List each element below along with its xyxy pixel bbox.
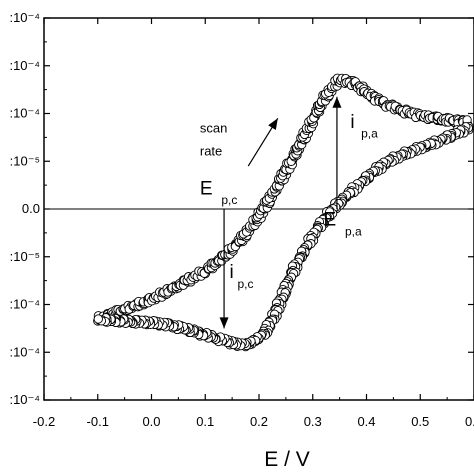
y-tick-label: :10⁻⁴ (9, 344, 40, 359)
annotation-epc_E: E (200, 179, 213, 200)
annotation-epa_E: E (324, 210, 337, 231)
annotation-epa_sub: p,a (345, 224, 362, 238)
annotations: scan rate i p,a Ep,c Ep,a i p,c (200, 112, 378, 291)
y-tick-label: :10⁻⁴ (9, 297, 40, 312)
x-axis-label: E / V (264, 448, 310, 471)
x-tick-label: -0.2 (33, 414, 55, 429)
x-tick-label: 0.6 (465, 414, 474, 429)
annotation-ipc_i: i (229, 262, 233, 283)
y-tick-label: :10⁻⁴ (9, 58, 40, 73)
annotation-scan: scan (200, 121, 227, 136)
y-tick-labels: :10⁻⁴ :10⁻⁴ :10⁻⁴ :10⁻⁵ 0.0 :10⁻⁵ :10⁻⁴ :10⁻⁴ :1… (9, 10, 40, 407)
x-tick-label: -0.1 (87, 414, 109, 429)
annotation-ipa_i: i (350, 112, 354, 133)
y-tick-label: :10⁻⁴ (9, 106, 40, 121)
arrow-scan (247, 117, 279, 167)
x-tick-label: 0.1 (196, 414, 214, 429)
annotation-ipa_sub: p,a (361, 126, 378, 140)
data-points (93, 73, 474, 352)
annotation-arrows (219, 96, 342, 329)
y-tick-label: :10⁻⁵ (10, 153, 40, 168)
annotation-epc_sub: p,c (221, 193, 237, 207)
x-tick-label: 0.0 (142, 414, 160, 429)
x-tick-label: 0.2 (250, 414, 268, 429)
annotation-rate: rate (200, 144, 222, 159)
y-tick-label: 0.0 (22, 201, 40, 216)
plot-frame (43, 17, 474, 401)
data-point (93, 314, 103, 324)
arrow-ipc (219, 209, 229, 329)
y-tick-label: :10⁻⁴ (9, 392, 40, 407)
y-tick-label: :10⁻⁵ (10, 249, 40, 264)
x-tick-label: 0.4 (357, 414, 375, 429)
x-tick-label: 0.5 (411, 414, 429, 429)
annotation-ipc_sub: p,c (238, 277, 254, 291)
x-tick-labels: -0.2 -0.1 0.0 0.1 0.2 0.3 0.4 0.5 0.6 (33, 414, 474, 429)
arrow-ipa (332, 96, 342, 209)
x-tick-label: 0.3 (304, 414, 322, 429)
y-tick-label: :10⁻⁴ (9, 10, 40, 25)
